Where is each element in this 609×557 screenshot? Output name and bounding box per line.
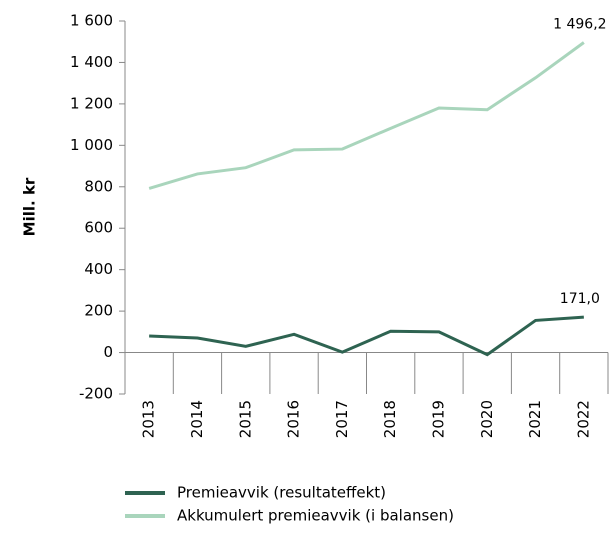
x-tick-label: 2021 bbox=[526, 400, 544, 438]
series-line bbox=[149, 315, 584, 357]
legend-label: Akkumulert premieavvik (i balansen) bbox=[177, 507, 454, 525]
x-tick-label: 2013 bbox=[140, 400, 158, 438]
y-tick-label: 1 400 bbox=[70, 53, 113, 71]
x-tick-label: 2016 bbox=[285, 400, 303, 438]
y-tick-label: 1 000 bbox=[70, 136, 113, 154]
y-tick-label: 1 200 bbox=[70, 94, 113, 112]
y-axis-title: Mill. kr bbox=[21, 177, 39, 236]
x-tick-label: 2020 bbox=[478, 400, 496, 438]
y-tick-label: 800 bbox=[84, 177, 113, 195]
x-tick-label: 2019 bbox=[429, 400, 447, 438]
data-label: 171,0 bbox=[560, 291, 600, 307]
x-tick-label: 2022 bbox=[574, 400, 592, 438]
y-tick-label: 600 bbox=[84, 219, 113, 237]
x-tick-label: 2018 bbox=[381, 400, 399, 438]
y-tick-label: -200 bbox=[79, 385, 113, 403]
y-tick-label: 1 600 bbox=[70, 12, 113, 30]
x-tick-label: 2014 bbox=[188, 400, 206, 438]
series-line bbox=[148, 41, 585, 190]
y-tick-label: 200 bbox=[84, 302, 113, 320]
y-tick-label: 0 bbox=[103, 343, 113, 361]
x-tick-label: 2017 bbox=[333, 400, 351, 438]
data-label: 1 496,2 bbox=[553, 17, 606, 33]
x-tick-label: 2015 bbox=[236, 400, 254, 438]
y-tick-label: 400 bbox=[84, 260, 113, 278]
legend-label: Premieavvik (resultateffekt) bbox=[177, 484, 386, 502]
